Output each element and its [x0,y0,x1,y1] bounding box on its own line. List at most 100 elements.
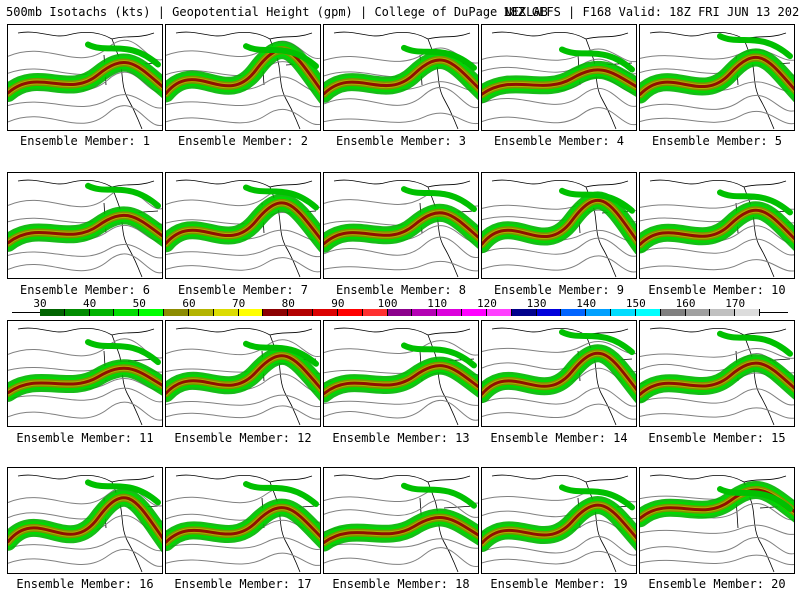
ensemble-member-label: Ensemble Member: 2 [177,134,309,148]
height-contour [324,340,478,356]
isotach-band [85,479,161,506]
height-contour [640,537,794,555]
isotach-band [401,44,477,71]
colorbar-swatch [462,309,487,316]
height-contour [640,238,794,256]
colorbar-tick-label: 140 [576,297,597,310]
isotach-band [243,43,319,70]
isotach-band [243,184,319,211]
jet-stream-map [8,31,162,130]
height-contour [8,536,162,551]
jet-stream-map [166,474,320,573]
height-contour [482,403,636,420]
colorbar-swatch [288,309,314,316]
jet-stream-map [8,474,162,573]
isotach-band [85,339,161,366]
isotach-band [482,198,636,246]
ensemble-member-map [323,467,479,574]
height-contour [8,105,162,126]
colorbar-tick-label: 40 [83,297,97,310]
ensemble-member-label: Ensemble Member: 16 [16,577,154,591]
colorbar-swatch [362,309,388,316]
colorbar-tick-label: 50 [132,297,146,310]
ensemble-member-map [481,172,637,279]
height-contour [324,499,478,518]
coastline [175,179,317,278]
height-contour [166,108,320,125]
colorbar-swatch [114,309,140,316]
isotach-band [8,366,162,395]
jet-stream-map [640,179,794,278]
height-contour [324,538,478,549]
ensemble-member-map [639,320,795,427]
colorbar-swatch [586,309,612,316]
map-title: 500mb Isotachs (kts) | Geopotential Heig… [6,5,548,19]
isotach-band [401,342,477,369]
colorbar-swatch [511,309,537,316]
ensemble-member-label: Ensemble Member: 5 [651,134,783,148]
ensemble-member-label: Ensemble Member: 3 [335,134,467,148]
isotach-band [401,482,477,509]
isotach-band [8,61,162,95]
height-contour [324,395,478,406]
height-contour [640,524,794,535]
colorbar-swatch [238,309,264,316]
ensemble-member-map [165,320,321,427]
height-contour [166,552,320,566]
coastline [175,327,317,426]
coastline [333,31,475,130]
ensemble-member-label: Ensemble Member: 15 [648,431,786,445]
colorbar-swatch [89,309,115,316]
height-contour [640,94,794,112]
isotach-band [559,329,635,356]
height-contour [324,112,478,124]
coastline [649,327,791,426]
ensemble-member-label: Ensemble Member: 6 [19,283,151,297]
ensemble-member-map [165,24,321,131]
colorbar-swatch [536,309,562,316]
colorbar-swatch [164,309,189,316]
isotach-band [482,68,636,96]
isotach-band [401,186,477,213]
height-contour [640,388,794,406]
height-contour [166,405,320,420]
height-contour [166,95,320,108]
ensemble-member-label: Ensemble Member: 17 [174,577,312,591]
jet-stream-map [166,327,320,426]
height-contour [640,259,794,272]
jet-stream-map [640,474,794,573]
coastline [649,31,791,130]
isotach-band [559,484,635,511]
colorbar-swatch [660,309,686,316]
ensemble-member-label: Ensemble Member: 7 [177,283,309,297]
height-contour [8,486,162,507]
colorbar-swatch [611,309,636,316]
height-contour [324,260,478,272]
colorbar-swatch [486,309,512,316]
jet-stream-map [324,474,478,573]
ensemble-member-map [165,172,321,279]
jet-stream-map [482,474,636,573]
isotach-band [640,361,794,396]
height-contour [640,347,794,359]
isotach-band [717,189,793,216]
isotach-band [85,41,161,68]
height-contour [324,236,478,258]
colorbar-swatch [710,309,736,316]
colorbar-swatch [139,309,165,316]
colorbar-swatch [387,309,413,316]
colorbar-swatch [412,309,438,316]
height-contour [166,257,320,273]
isotach-band [559,187,635,214]
colorbar-swatch [64,309,90,316]
height-contour [324,547,478,567]
isotach-band [324,364,478,396]
isotach-band [559,46,635,73]
ensemble-member-map [481,320,637,427]
header: 500mb Isotachs (kts) | Geopotential Heig… [0,0,800,22]
coastline [17,327,159,426]
colorbar-swatch [735,309,760,316]
colorbar-tick-label: 120 [476,297,497,310]
colorbar-swatch [337,309,363,316]
isotach-band [717,330,793,357]
